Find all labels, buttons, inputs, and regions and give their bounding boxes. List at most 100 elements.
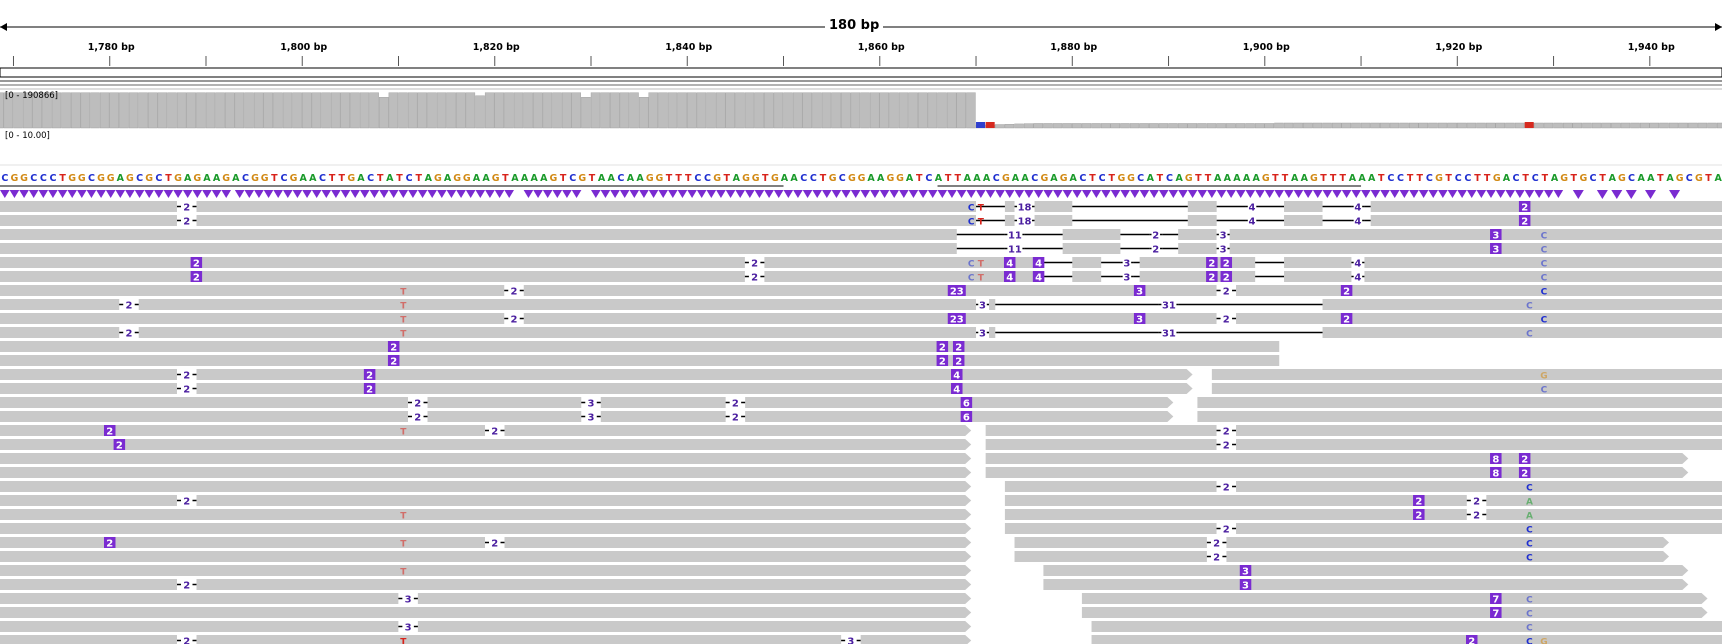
insertion-marker (254, 190, 264, 198)
insertion-marker (1323, 190, 1333, 198)
read-segment (1140, 257, 1256, 268)
insertion-marker (1351, 190, 1361, 198)
insertion-marker (1380, 190, 1390, 198)
reference-base: C (1397, 173, 1404, 184)
reference-base: T (762, 173, 769, 184)
mismatch-base: A (1526, 498, 1533, 508)
insertion-size-label: 3 (1136, 315, 1143, 326)
reference-base: G (1493, 173, 1501, 184)
insertion-marker (144, 190, 154, 198)
coverage-bar (1457, 123, 1466, 128)
coverage-bar (1351, 123, 1360, 128)
reference-base: A (1301, 173, 1309, 184)
insertion-size-label: 2 (751, 259, 758, 270)
insertion-marker (668, 190, 678, 198)
insertion-size-label: 2 (732, 399, 739, 410)
reference-base: C (49, 173, 56, 184)
read-segment (1197, 397, 1722, 408)
reference-base: A (1050, 173, 1058, 184)
reference-sequence: CGGCCCTGGCGGAGCGCTGAGAAGACGGTCGAACTTGACT… (1, 173, 1722, 184)
mismatch-base: C (1526, 624, 1533, 634)
insertion-marker (1342, 190, 1352, 198)
read-segment (1082, 607, 1708, 618)
coverage-bar (1486, 123, 1495, 128)
coverage-bar (1380, 123, 1389, 128)
insertion-size-label: 2 (390, 343, 397, 354)
insertion-marker (1626, 190, 1637, 199)
reference-base: A (1358, 173, 1366, 184)
insertion-marker (543, 190, 553, 198)
coverage-bar (437, 93, 446, 128)
insertion-size-label: 3 (1492, 231, 1499, 242)
coverage-bar (1505, 123, 1514, 128)
coverage-bar (649, 93, 658, 128)
read-segment (0, 621, 971, 632)
insertion-marker (283, 190, 293, 198)
reference-base: T (1657, 173, 1664, 184)
insertion-marker (1361, 190, 1371, 198)
insertion-marker (1428, 190, 1438, 198)
coverage-bar (1419, 123, 1428, 128)
reference-base: C (1455, 173, 1462, 184)
read-row: 23 (0, 579, 1688, 592)
coverage-bar (1342, 123, 1351, 128)
read-segment (1371, 215, 1722, 226)
reference-base: T (1474, 173, 1481, 184)
read-row: 2C (0, 551, 1669, 564)
coverage-bar (187, 93, 196, 128)
coverage-mismatch-bar (976, 122, 985, 128)
reference-base: T (685, 173, 692, 184)
reference-base: A (473, 173, 481, 184)
reference-base: G (78, 173, 86, 184)
insertion-size-label: 3 (588, 399, 595, 410)
reference-base: A (1233, 173, 1241, 184)
coverage-bar (562, 93, 571, 128)
mismatch-base: T (400, 568, 407, 578)
read-row: 3 312 T C (0, 299, 1722, 312)
reference-base: G (752, 173, 760, 184)
coverage-bar (1188, 123, 1197, 128)
insertion-marker (370, 190, 380, 198)
coverage-bar (1255, 123, 1264, 128)
mismatch-base: C (1541, 316, 1548, 326)
insertion-size-label: 2 (1343, 287, 1350, 298)
insertion-marker (851, 190, 861, 198)
insertion-size-label: 2 (1521, 203, 1528, 214)
coverage-bar (1149, 123, 1158, 128)
reference-base: C (1513, 173, 1520, 184)
insertion-size-label: 2 (106, 427, 113, 438)
insertion-size-label: 2 (116, 441, 123, 452)
insertion-marker (1573, 190, 1584, 199)
insertion-size-label: 2 (183, 497, 190, 508)
insertion-marker (832, 190, 842, 198)
insertion-marker (10, 190, 20, 198)
coverage-bar (745, 93, 754, 128)
mismatch-base: T (978, 218, 985, 228)
insertion-marker (1092, 190, 1102, 198)
coverage-bar (1698, 123, 1707, 128)
reference-base: T (954, 173, 961, 184)
reference-base: T (396, 173, 403, 184)
insertion-size-label: 2 (1473, 497, 1480, 508)
insertion-marker (1477, 190, 1487, 198)
coverage-bar (1438, 123, 1447, 128)
reference-base: A (357, 173, 365, 184)
coverage-bar (966, 93, 975, 128)
insertion-size-label: 3 (1242, 567, 1249, 578)
coverage-bar (331, 93, 340, 128)
reference-base: A (203, 173, 211, 184)
insertion-marker (212, 190, 222, 198)
reference-base: T (1542, 173, 1549, 184)
insertion-marker (1246, 190, 1256, 198)
coverage-bar (514, 93, 523, 128)
coverage-bar (572, 93, 581, 128)
coverage-bar (928, 93, 937, 128)
read-row: 2326 (0, 397, 1722, 410)
insertion-marker (1101, 190, 1111, 198)
reference-base: A (1224, 173, 1232, 184)
reference-base: C (1, 173, 8, 184)
coverage-range-label: [0 - 190866] (5, 91, 58, 101)
coverage-bar (1063, 123, 1072, 128)
